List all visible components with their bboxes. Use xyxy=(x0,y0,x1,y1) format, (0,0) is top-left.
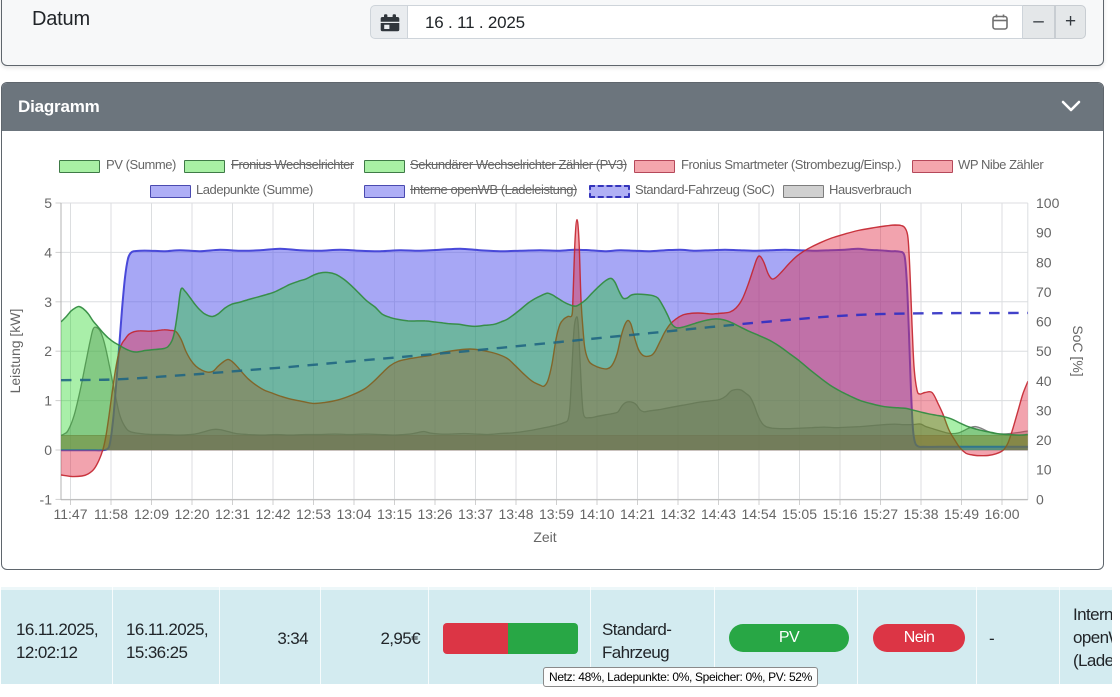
svg-text:14:21: 14:21 xyxy=(620,506,655,522)
svg-text:Leistung [kW]: Leistung [kW] xyxy=(7,309,23,394)
svg-text:1: 1 xyxy=(44,393,52,409)
svg-text:3: 3 xyxy=(44,294,52,310)
svg-text:13:59: 13:59 xyxy=(539,506,574,522)
svg-text:13:26: 13:26 xyxy=(417,506,452,522)
svg-text:20: 20 xyxy=(1036,432,1052,448)
svg-text:30: 30 xyxy=(1036,402,1052,418)
svg-text:0: 0 xyxy=(44,442,52,458)
svg-text:70: 70 xyxy=(1036,284,1052,300)
svg-text:12:31: 12:31 xyxy=(215,506,250,522)
svg-text:15:49: 15:49 xyxy=(944,506,979,522)
svg-text:13:15: 13:15 xyxy=(377,506,412,522)
svg-text:0: 0 xyxy=(1036,491,1044,507)
svg-text:15:38: 15:38 xyxy=(903,506,938,522)
svg-text:60: 60 xyxy=(1036,314,1052,330)
svg-text:13:48: 13:48 xyxy=(498,506,533,522)
svg-text:90: 90 xyxy=(1036,225,1052,241)
svg-text:13:04: 13:04 xyxy=(336,506,371,522)
svg-text:50: 50 xyxy=(1036,343,1052,359)
svg-text:15:16: 15:16 xyxy=(822,506,857,522)
svg-text:4: 4 xyxy=(44,244,52,260)
svg-text:11:47: 11:47 xyxy=(54,506,88,522)
svg-text:5: 5 xyxy=(44,195,52,211)
svg-text:100: 100 xyxy=(1036,195,1060,211)
svg-text:14:43: 14:43 xyxy=(701,506,736,522)
svg-text:12:42: 12:42 xyxy=(255,506,290,522)
svg-text:40: 40 xyxy=(1036,373,1052,389)
svg-text:Zeit: Zeit xyxy=(533,529,556,545)
svg-text:14:32: 14:32 xyxy=(660,506,695,522)
svg-text:14:54: 14:54 xyxy=(741,506,776,522)
svg-text:10: 10 xyxy=(1036,462,1052,478)
svg-text:12:09: 12:09 xyxy=(134,506,169,522)
svg-text:13:37: 13:37 xyxy=(458,506,493,522)
svg-text:-1: -1 xyxy=(40,491,53,507)
svg-text:14:10: 14:10 xyxy=(579,506,614,522)
svg-text:15:27: 15:27 xyxy=(863,506,898,522)
svg-text:16:00: 16:00 xyxy=(984,506,1019,522)
svg-text:SoC [%]: SoC [%] xyxy=(1070,325,1086,376)
svg-text:2: 2 xyxy=(44,343,52,359)
svg-text:80: 80 xyxy=(1036,254,1052,270)
svg-text:15:05: 15:05 xyxy=(782,506,817,522)
svg-text:12:53: 12:53 xyxy=(296,506,331,522)
svg-text:11:58: 11:58 xyxy=(94,506,128,522)
svg-text:12:20: 12:20 xyxy=(174,506,209,522)
